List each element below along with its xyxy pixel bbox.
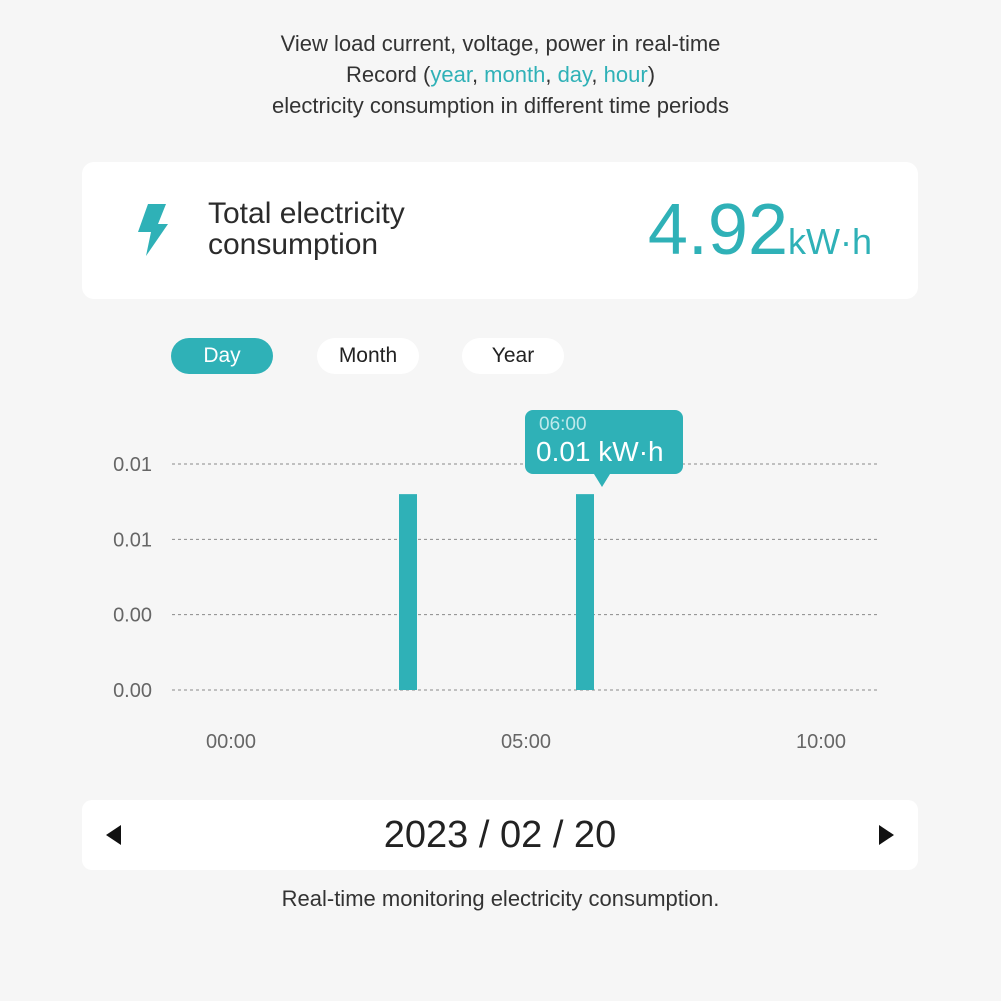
intro-line-2: Record (year, month, day, hour) [0,59,1001,90]
consumption-bar-chart: 0.00 0.00 0.01 0.01 00:00 05:00 10:00 [113,454,880,753]
lightning-bolt-icon [138,204,168,256]
chart-bar[interactable] [399,494,417,690]
intro-year: year [430,62,472,87]
x-tick-label: 10:00 [796,731,846,753]
x-tick-label: 05:00 [501,731,551,753]
intro-day: day [557,62,592,87]
total-consumption-number: 4.92 [647,190,788,270]
y-tick-label: 0.00 [113,680,152,702]
tab-day[interactable]: Day [171,338,273,374]
y-tick-label: 0.01 [113,454,152,476]
tooltip-time: 06:00 [539,414,587,435]
intro-line-3: electricity consumption in different tim… [272,93,729,118]
chart-bar[interactable] [576,494,594,690]
intro-text: View load current, voltage, power in rea… [0,28,1001,121]
total-consumption-label: Total electricity consumption [208,198,405,260]
intro-record-prefix: Record ( [345,62,431,87]
triangle-right-icon[interactable] [879,825,894,845]
tab-year[interactable]: Year [462,338,564,374]
y-tick-label: 0.00 [113,605,152,627]
total-consumption-label-line-2: consumption [208,228,379,261]
intro-hour: hour [603,62,648,87]
total-consumption-card: Total electricity consumption 4.92kW·h [82,162,918,299]
intro-line-1: View load current, voltage, power in rea… [280,31,721,56]
x-tick-label: 00:00 [206,731,256,753]
intro-sep-1: , [471,62,485,87]
footer-caption: Real-time monitoring electricity consump… [281,886,720,911]
intro-record-suffix: ) [647,62,656,87]
y-tick-label: 0.01 [113,529,152,551]
intro-sep-2: , [545,62,558,87]
tab-month[interactable]: Month [317,338,419,374]
intro-sep-3: , [591,62,604,87]
chart-tooltip: 06:00 0.01 kW·h [525,410,683,487]
date-navigator: 2023 / 02 / 20 [82,800,918,870]
total-consumption-unit: kW·h [788,221,872,262]
total-consumption-label-line-1: Total electricity [208,197,405,230]
triangle-left-icon[interactable] [106,825,121,845]
total-consumption-value: 4.92kW·h [648,188,872,272]
current-date: 2023 / 02 / 20 [383,814,617,856]
tooltip-value: 0.01 kW·h [536,436,664,467]
intro-month: month [484,62,546,87]
